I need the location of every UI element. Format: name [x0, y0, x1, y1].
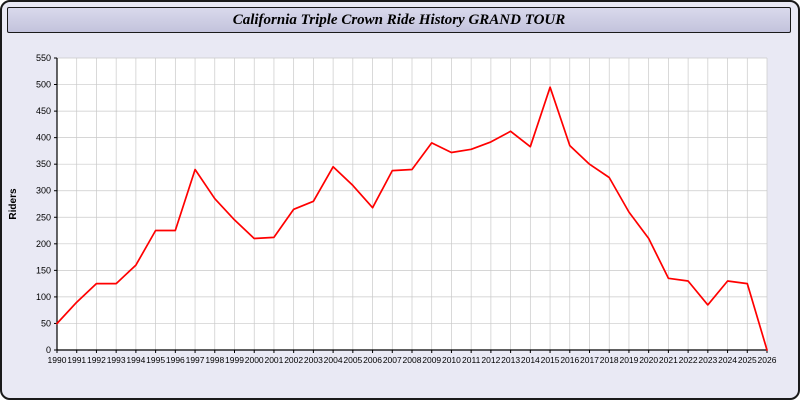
- x-tick-label: 1991: [67, 355, 86, 365]
- y-tick-label: 0: [46, 345, 51, 355]
- x-tick-label: 2006: [363, 355, 382, 365]
- x-tick-label: 2003: [304, 355, 323, 365]
- y-tick-label: 500: [36, 80, 51, 90]
- x-tick-label: 2021: [659, 355, 678, 365]
- x-tick-label: 2017: [580, 355, 599, 365]
- x-tick-label: 2026: [758, 355, 777, 365]
- chart-area: 0 50 100 150 200 250 300 350 400 450 500 550 1990 199…: [2, 42, 798, 398]
- x-tick-label: 2015: [541, 355, 560, 365]
- x-tick-label: 2020: [639, 355, 658, 365]
- x-tick-label: 2001: [264, 355, 283, 365]
- x-tick-label: 1998: [205, 355, 224, 365]
- y-tick-label: 100: [36, 292, 51, 302]
- y-tick-label: 400: [36, 133, 51, 143]
- y-tick-label: 550: [36, 53, 51, 63]
- y-tick-label: 150: [36, 265, 51, 275]
- x-tick-label: 1995: [146, 355, 165, 365]
- x-tick-label: 1996: [166, 355, 185, 365]
- x-tick-label: 1992: [87, 355, 106, 365]
- x-tick-label: 2007: [383, 355, 402, 365]
- y-tick-label: 50: [41, 318, 51, 328]
- x-tick-label: 2024: [718, 355, 737, 365]
- y-tick-label: 350: [36, 159, 51, 169]
- x-tick-label: 2002: [284, 355, 303, 365]
- x-tick-label: 2005: [343, 355, 362, 365]
- x-tick-label: 2022: [679, 355, 698, 365]
- y-tick-label: 450: [36, 106, 51, 116]
- x-tick-label: 1994: [126, 355, 145, 365]
- x-tick-label: 1999: [225, 355, 244, 365]
- page-title: California Triple Crown Ride History GRA…: [232, 11, 566, 28]
- x-tick-label: 2014: [521, 355, 540, 365]
- x-tick-label: 1993: [107, 355, 126, 365]
- riders-series-line: [56, 86, 768, 351]
- x-tick-label: 2013: [501, 355, 520, 365]
- y-tick-label: 250: [36, 212, 51, 222]
- x-tick-label: 2018: [600, 355, 619, 365]
- x-tick-label: 2008: [403, 355, 422, 365]
- x-tick-label: 1990: [48, 355, 67, 365]
- x-tick-label: 2009: [422, 355, 441, 365]
- x-tick-label: 2011: [462, 355, 481, 365]
- x-tick-label: 2000: [245, 355, 264, 365]
- x-tick-label: 2025: [738, 355, 757, 365]
- x-tick-label: 2023: [698, 355, 717, 365]
- x-tick-label: 2012: [481, 355, 500, 365]
- x-tick-label: 1997: [186, 355, 205, 365]
- y-tick-label: 200: [36, 239, 51, 249]
- x-tick-label: 2019: [619, 355, 638, 365]
- y-axis-label: Riders: [8, 188, 19, 220]
- x-tick-label: 2010: [442, 355, 461, 365]
- x-tick-label: 2016: [560, 355, 579, 365]
- title-bar: California Triple Crown Ride History GRA…: [7, 7, 791, 33]
- x-tick-label: 2004: [324, 355, 343, 365]
- y-tick-label: 300: [36, 186, 51, 196]
